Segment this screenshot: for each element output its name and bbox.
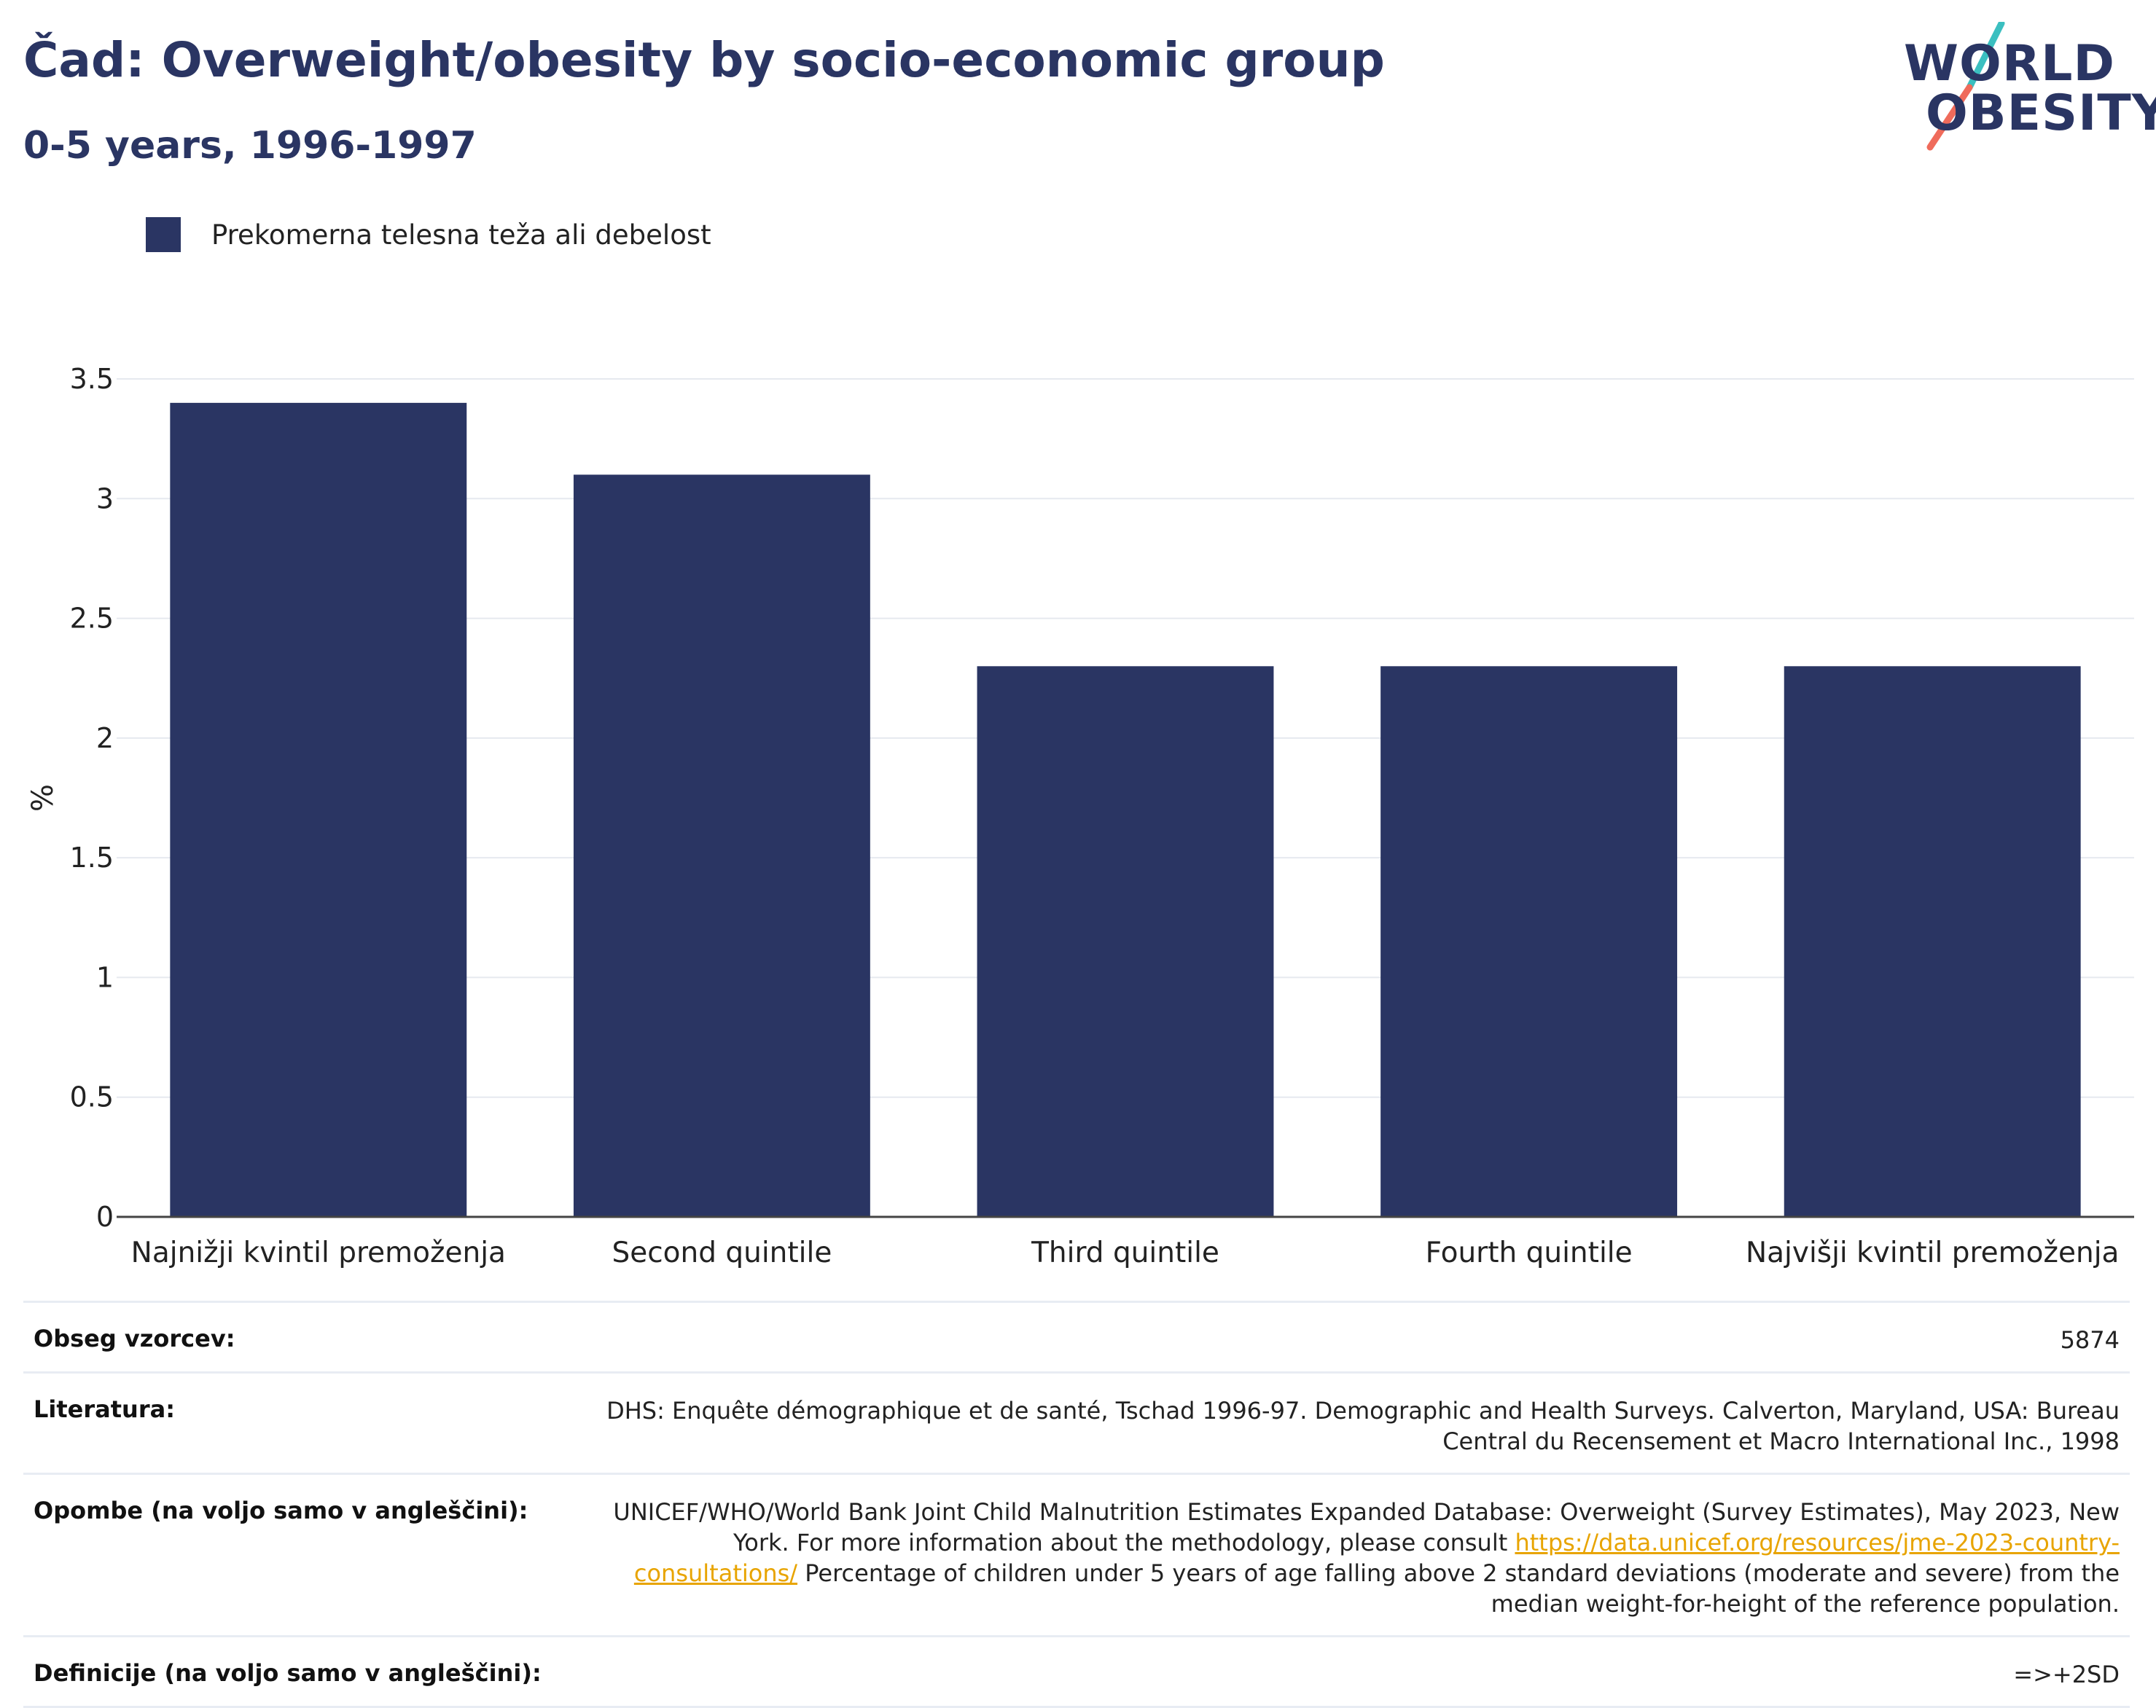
x-tick-label: Second quintile [612,1237,832,1269]
meta-value-sample-size: 5874 [2060,1326,2120,1354]
meta-key-definitions: Definicije (na voljo samo v angleščini): [34,1659,542,1687]
y-tick-label: 1.5 [70,842,114,874]
meta-value-definitions: =>+2SD [2013,1661,2120,1688]
meta-row-notes: Opombe (na voljo samo v angleščini): UNI… [23,1473,2130,1635]
bar [170,402,467,1217]
y-tick-label: 3.5 [70,363,114,395]
x-tick-label: Najnižji kvintil premoženja [131,1237,506,1269]
bar [1784,666,2081,1217]
meta-value-literature: DHS: Enquête démographique et de santé, … [606,1397,2120,1455]
logo-word-obesity: OBESITY [1926,85,2156,142]
logo-word-world: WORLD [1904,35,2115,93]
page-subtitle: 0-5 years, 1996-1997 [23,124,477,168]
y-axis-title: % [26,784,60,812]
x-tick-label: Fourth quintile [1426,1237,1633,1269]
y-tick-label: 0 [96,1201,114,1233]
meta-key-notes: Opombe (na voljo samo v angleščini): [34,1497,528,1524]
legend-label: Prekomerna telesna teža ali debelost [211,219,711,251]
y-tick-label: 2 [96,722,114,754]
logo-slash-icon [1926,22,2005,151]
bar [1380,666,1678,1217]
notes-text-after: Percentage of children under 5 years of … [797,1559,2120,1618]
meta-row-definitions: Definicije (na voljo samo v angleščini):… [23,1635,2130,1708]
x-tick-label: Third quintile [1031,1237,1219,1269]
world-obesity-logo: WORLD OBESITY [1902,22,2156,160]
bar-chart: 0 0.5 1 1.5 2 2.5 3 3.5% Najnižji kvintil premož… [26,363,2134,1269]
meta-key-literature: Literatura: [34,1395,175,1423]
chart-legend: Prekomerna telesna teža ali debelost [146,217,711,252]
y-tick-label: 3 [96,482,114,514]
legend-swatch [146,217,181,252]
meta-key-sample-size: Obseg vzorcev: [34,1325,235,1352]
meta-row-sample-size: Obseg vzorcev: 5874 [23,1301,2130,1371]
metadata-table: Obseg vzorcev: 5874 Literatura: DHS: Enq… [23,1301,2130,1708]
bar [573,474,870,1217]
page-title: Čad: Overweight/obesity by socio-economi… [23,32,1385,88]
meta-value-notes: UNICEF/WHO/World Bank Joint Child Malnut… [589,1497,2120,1619]
y-tick-label: 0.5 [70,1081,114,1113]
y-tick-label: 2.5 [70,603,114,635]
notes-methodology-link[interactable]: https://data.unicef.org/resources/jme-20… [633,1529,2120,1587]
bar [977,666,1274,1217]
meta-row-literature: Literatura: DHS: Enquête démographique e… [23,1371,2130,1473]
x-tick-label: Najvišji kvintil premoženja [1746,1237,2119,1269]
y-tick-label: 1 [96,961,114,993]
notes-text-before: UNICEF/WHO/World Bank Joint Child Malnut… [613,1498,2120,1556]
